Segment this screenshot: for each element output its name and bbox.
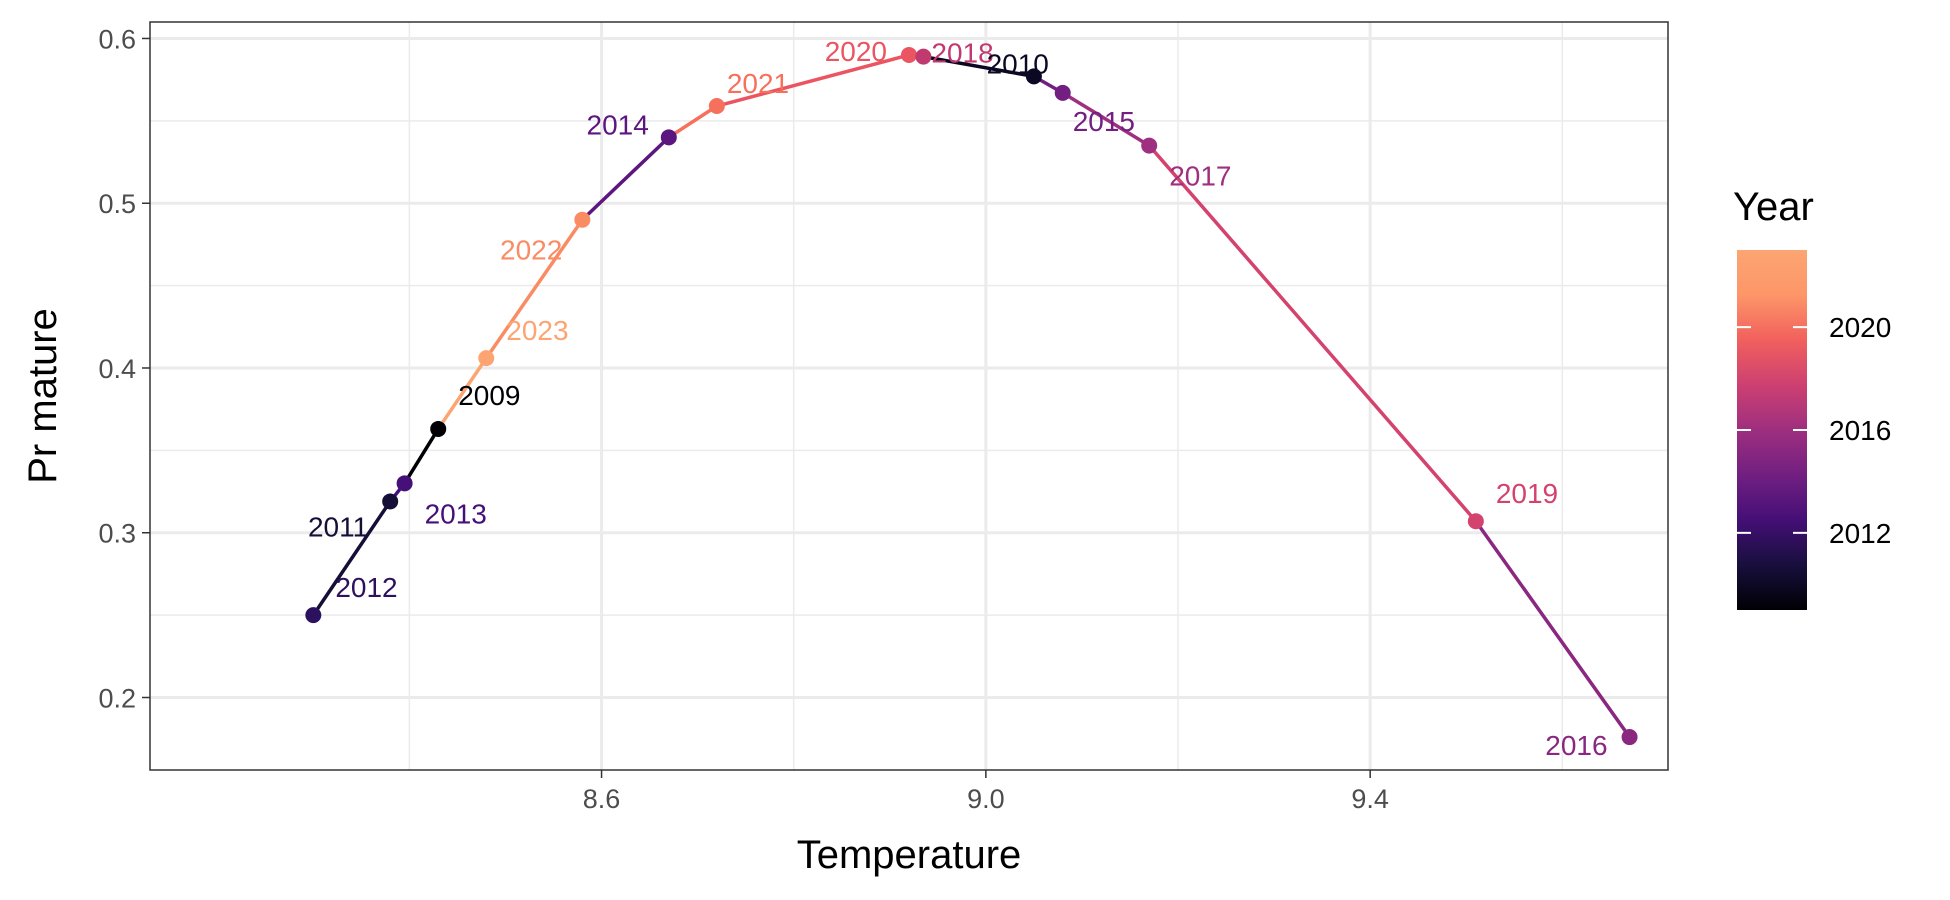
line-segment-2014 bbox=[580, 135, 671, 222]
line-segment-2009 bbox=[402, 427, 440, 486]
point-2009 bbox=[430, 420, 447, 437]
point-2019 bbox=[1467, 513, 1484, 530]
series-lines bbox=[311, 53, 1632, 739]
point-2012 bbox=[305, 607, 322, 624]
legend-label: 2020 bbox=[1829, 312, 1891, 343]
series-points bbox=[305, 46, 1638, 746]
line-segment-2021 bbox=[667, 104, 719, 140]
y-tick-label: 0.5 bbox=[98, 189, 136, 219]
y-tick-label: 0.6 bbox=[98, 24, 136, 54]
point-2010 bbox=[1025, 68, 1042, 85]
line-segment-2017 bbox=[1060, 91, 1151, 148]
point-label-2023: 2023 bbox=[506, 315, 568, 346]
point-2015 bbox=[1054, 84, 1071, 101]
point-label-2019: 2019 bbox=[1496, 478, 1558, 509]
point-label-2013: 2013 bbox=[425, 498, 487, 529]
y-axis: 0.2 0.3 0.4 0.5 0.6 bbox=[98, 24, 150, 714]
point-label-2017: 2017 bbox=[1169, 161, 1231, 192]
grid-major bbox=[150, 22, 1668, 770]
point-label-2014: 2014 bbox=[587, 109, 649, 140]
x-tick-label: 9.0 bbox=[967, 784, 1005, 814]
line-segment-2023 bbox=[436, 356, 489, 431]
y-tick-label: 0.4 bbox=[98, 354, 136, 384]
point-label-2011: 2011 bbox=[308, 511, 368, 542]
line-segment-2020 bbox=[715, 53, 911, 108]
point-2020 bbox=[901, 46, 917, 63]
x-axis-title: Temperature bbox=[797, 833, 1022, 877]
legend-label: 2016 bbox=[1829, 415, 1891, 446]
legend: Year 2012 2016 2020 bbox=[1733, 185, 1891, 610]
x-axis: 8.6 9.0 9.4 bbox=[583, 770, 1389, 814]
point-2011 bbox=[382, 493, 399, 510]
point-label-2010: 2010 bbox=[987, 48, 1049, 79]
point-label-2015: 2015 bbox=[1073, 106, 1135, 137]
point-2023 bbox=[478, 350, 495, 367]
point-2022 bbox=[574, 211, 591, 228]
line-segment-2022 bbox=[484, 217, 585, 360]
point-label-2021: 2021 bbox=[727, 68, 789, 99]
point-label-2018: 2018 bbox=[931, 38, 993, 69]
line-segment-2010 bbox=[921, 54, 1036, 79]
point-2014 bbox=[660, 129, 677, 146]
point-2018 bbox=[915, 48, 932, 65]
y-tick-label: 0.2 bbox=[98, 684, 136, 714]
y-tick-label: 0.3 bbox=[98, 519, 136, 549]
point-label-2022: 2022 bbox=[500, 235, 562, 266]
point-2016 bbox=[1621, 729, 1638, 746]
point-labels: 2012 2011 2013 2009 2023 2022 2014 2021 2020 2018… bbox=[308, 36, 1608, 761]
line-segment-2019 bbox=[1147, 143, 1478, 523]
point-label-2016: 2016 bbox=[1545, 730, 1607, 761]
x-tick-label: 9.4 bbox=[1351, 784, 1389, 814]
line-segment-2011 bbox=[311, 499, 392, 617]
legend-ticks: 2012 2016 2020 bbox=[1737, 312, 1891, 549]
point-2021 bbox=[708, 98, 725, 115]
panel-border bbox=[149, 21, 1669, 771]
point-2013 bbox=[396, 475, 413, 492]
y-axis-title: Pr mature bbox=[21, 308, 65, 484]
legend-title: Year bbox=[1733, 185, 1814, 229]
point-2017 bbox=[1141, 137, 1158, 154]
point-label-2012: 2012 bbox=[335, 572, 397, 603]
point-label-2009: 2009 bbox=[458, 380, 520, 411]
grid-minor bbox=[150, 22, 1668, 770]
line-segment-2016 bbox=[1474, 519, 1632, 739]
x-tick-label: 8.6 bbox=[583, 784, 621, 814]
point-label-2020: 2020 bbox=[825, 36, 887, 67]
legend-label: 2012 bbox=[1829, 518, 1891, 549]
